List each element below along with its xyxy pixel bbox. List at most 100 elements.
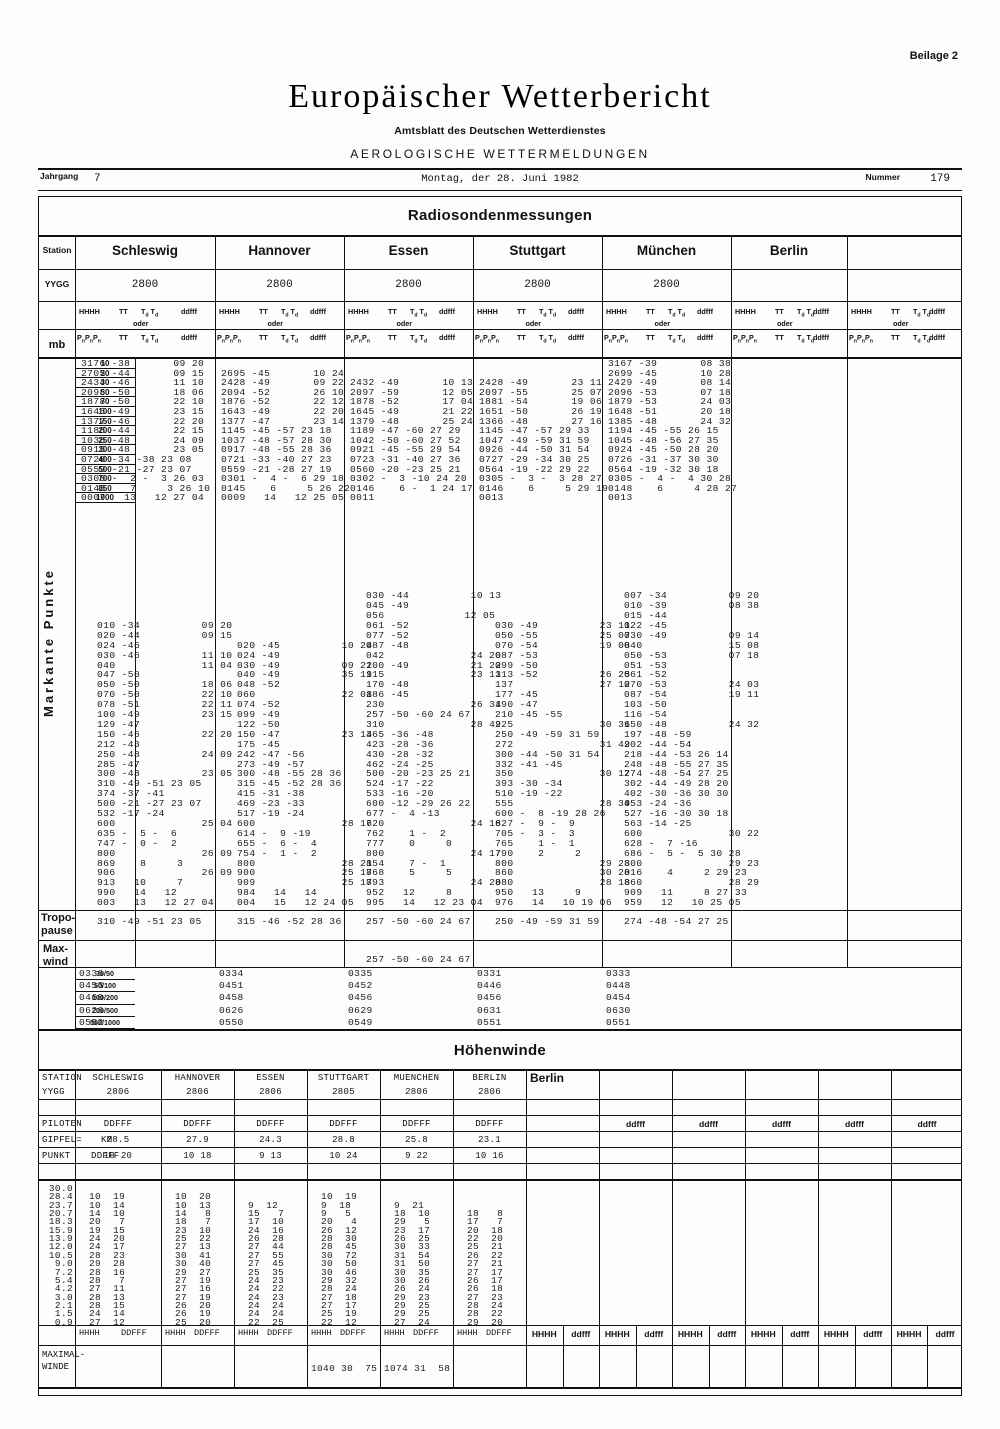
markante-row: 790 2 2 (495, 847, 582, 859)
hw-wind-value: 27 13 (175, 1241, 212, 1253)
mandatory-row: 2428 -49 23 11 (479, 377, 603, 389)
hw-altitude: 5.4 (54, 1274, 73, 1286)
hw-wind-value: 24 16 (248, 1224, 285, 1236)
hw-wind-value: 10 19 (89, 1191, 126, 1203)
markante-row: 430 -28 -32 (366, 748, 434, 760)
hw-foot-ddfff-bold: ddfff (790, 1329, 810, 1339)
markante-row: 225 30 36 (495, 718, 631, 730)
col-head-tt: TT (388, 307, 397, 316)
markante-row: 150 -48 24 32 (624, 718, 760, 730)
mandatory-row: 0305 - 3 - 3 28 27 (479, 473, 603, 485)
hw-ddfff-header: DDFFF (402, 1119, 431, 1129)
divider (39, 1163, 961, 1164)
hw-foot-ddfff: DDFFF (121, 1328, 147, 1338)
hw-wind-value: 9 21 (394, 1199, 425, 1211)
hw-wind-value: 27 55 (248, 1249, 285, 1261)
layer-value: 0552 (79, 1016, 104, 1028)
grid-line (75, 235, 76, 967)
hw-wind-value: 10 20 (175, 1191, 212, 1203)
col-head-tt: TT (259, 307, 268, 316)
markante-row: 315 -45 -52 28 36 (237, 778, 342, 790)
markante-row: 500 -20 -23 25 21 (366, 768, 471, 780)
pressure-level: 700 (75, 474, 135, 484)
hw-wind-value: 27 16 (175, 1283, 212, 1295)
markante-row: 020 -45 10 24 (237, 639, 373, 651)
hw-wind-value: 25 22 (175, 1233, 212, 1245)
layer-value: 0452 (348, 980, 373, 992)
markante-row: 045 -49 (366, 600, 410, 612)
station-berlin: Berlin (769, 243, 809, 258)
markante-row: 950 13 9 (495, 887, 582, 899)
layer-value: 0335 (348, 968, 373, 979)
hw-wind-value: 28 15 (89, 1299, 126, 1311)
mandatory-row: 1185 -44 22 15 (81, 425, 205, 437)
hw-gipfel-value: 25.8 (405, 1135, 428, 1145)
hw-gipfel-value: 27.9 (186, 1135, 209, 1145)
markante-row: 078 -51 22 11 (97, 699, 233, 711)
divider (39, 1147, 961, 1148)
mandatory-row: 1645 -49 23 15 (81, 406, 205, 417)
hw-wind-value: 28 24 (467, 1299, 504, 1311)
hw-gipfel-value: 28.8 (332, 1135, 355, 1145)
markante-row: 510 -19 -22 (495, 788, 563, 800)
mandatory-row: 1377 -47 23 14 (221, 415, 345, 427)
hw-wind-value: 26 17 (467, 1274, 504, 1286)
col-head-pnpnpn: PnPnPn (733, 333, 757, 345)
pressure-level: 400 (75, 455, 135, 465)
markante-row: 959 12 10 25 05 (624, 897, 741, 909)
col-head-oder: oder (654, 319, 671, 328)
col-head-tt2: TT (517, 333, 526, 342)
hw-altitude: 1.5 (54, 1308, 73, 1320)
station-hannover: Hannover (248, 243, 311, 258)
punkt-label: PUNKT (42, 1151, 71, 1161)
mandatory-row: 3167 -39 08 38 (608, 358, 732, 369)
layer-value: 0629 (348, 1004, 373, 1016)
hw-gipfel-value: 23.1 (478, 1135, 501, 1145)
layer-value: 0630 (606, 1004, 631, 1016)
markante-row: 860 30 20 (495, 867, 631, 879)
mandatory-row: 0723 -31 -40 27 36 (350, 454, 461, 465)
markante-row: 527 -16 -30 30 18 (624, 808, 729, 819)
layer-value: 0626 (79, 1004, 104, 1016)
markante-row: 061 -52 (624, 669, 668, 681)
col-head-tdtd2: Td Td (797, 333, 815, 345)
hw-foot-hhhh-bold: HHHH (750, 1329, 776, 1339)
hw-wind-value: 26 24 (394, 1283, 431, 1295)
mandatory-row: 1036 -48 24 09 (81, 434, 205, 446)
col-head-tdtd2: Td Td (410, 333, 428, 345)
hw-wind-value: 28 7 (89, 1274, 126, 1286)
layer-label: 30/50 (75, 968, 135, 981)
markante-row: 720 24 18 (366, 817, 502, 829)
markante-row: 365 -36 -48 (366, 728, 434, 740)
col-head-oder: oder (777, 319, 793, 328)
hw-blank-ddfff: ddfff (917, 1119, 937, 1129)
markante-row: 099 -50 (495, 659, 539, 671)
mandatory-row: 0564 -19 -32 30 18 (608, 463, 719, 475)
yygg-essen: 2800 (395, 279, 422, 291)
grid-line (635, 1325, 637, 1387)
hw-altitude: 18.3 (48, 1216, 73, 1228)
layer-value: 0448 (606, 980, 631, 992)
markante-row: 600 30 22 (624, 827, 760, 839)
markante-row: 532 -17 -24 (97, 808, 165, 819)
hw-wind-value: 27 21 (467, 1258, 504, 1270)
markante-row: 100 -49 21 22 (366, 659, 502, 671)
hw-station-label: STATION (42, 1073, 82, 1083)
grid-line (781, 1325, 783, 1387)
col-head-tt: TT (646, 307, 655, 316)
markante-row: 415 -31 -38 (237, 788, 305, 800)
mandatory-row: 2097 -55 25 07 (479, 386, 603, 398)
mandatory-row: 0720 -34 -38 23 08 (81, 454, 192, 465)
mandatory-row: 0727 -29 -34 30 25 (479, 454, 590, 465)
markante-row: 030 -49 23 11 (495, 619, 631, 631)
col-head-tdtd: Td Td (539, 307, 557, 319)
hw-foot-hhhh: HHHH (384, 1328, 405, 1338)
hw-wind-value: 14 10 (89, 1208, 126, 1220)
col-head-pnpnpn: PnPnPn (346, 333, 370, 345)
hw-wind-value: 24 22 (248, 1283, 285, 1295)
mandatory-row: 0721 -33 -40 27 23 (221, 454, 332, 465)
markante-row: 909 25 17 (237, 877, 373, 889)
markante-row: 040 -49 35 19 (237, 669, 373, 681)
layer-value: 0456 (477, 992, 502, 1004)
